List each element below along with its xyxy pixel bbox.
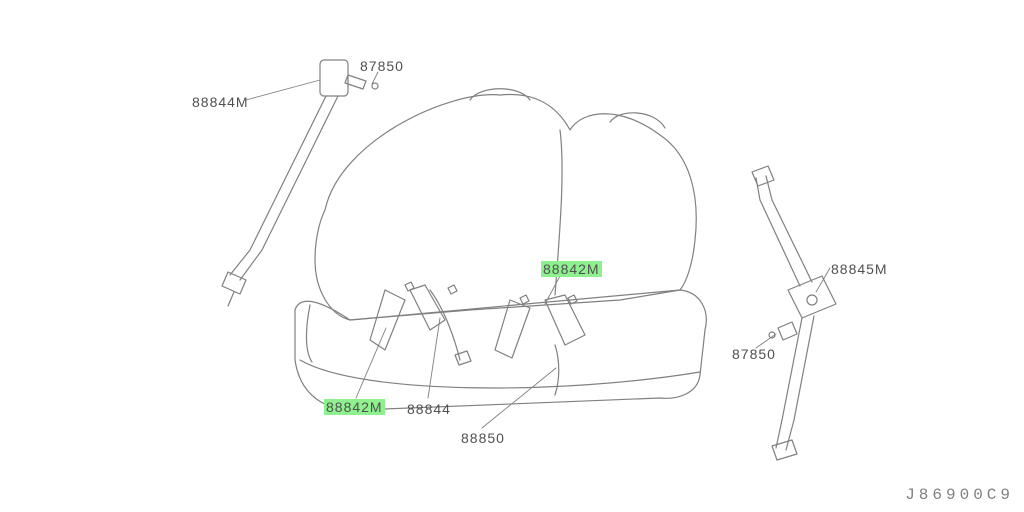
belt-right-88845m: [752, 166, 836, 460]
label-88842m-left: 88842M: [324, 399, 385, 415]
rear-seat: [295, 89, 706, 410]
label-87850-bottom: 87850: [732, 346, 776, 362]
seatbelt-diagram: [0, 0, 1024, 512]
label-88845m: 88845M: [831, 261, 888, 277]
diagram-code: J86900C9: [905, 486, 1014, 504]
label-88842m-right: 88842M: [541, 261, 602, 277]
label-88844m-top: 88844M: [192, 94, 249, 110]
label-88844-bottom: 88844: [407, 401, 451, 417]
label-87850-top: 87850: [360, 58, 404, 74]
leader-lines: [246, 72, 830, 428]
center-buckles: [370, 282, 585, 395]
label-88850: 88850: [461, 430, 505, 446]
